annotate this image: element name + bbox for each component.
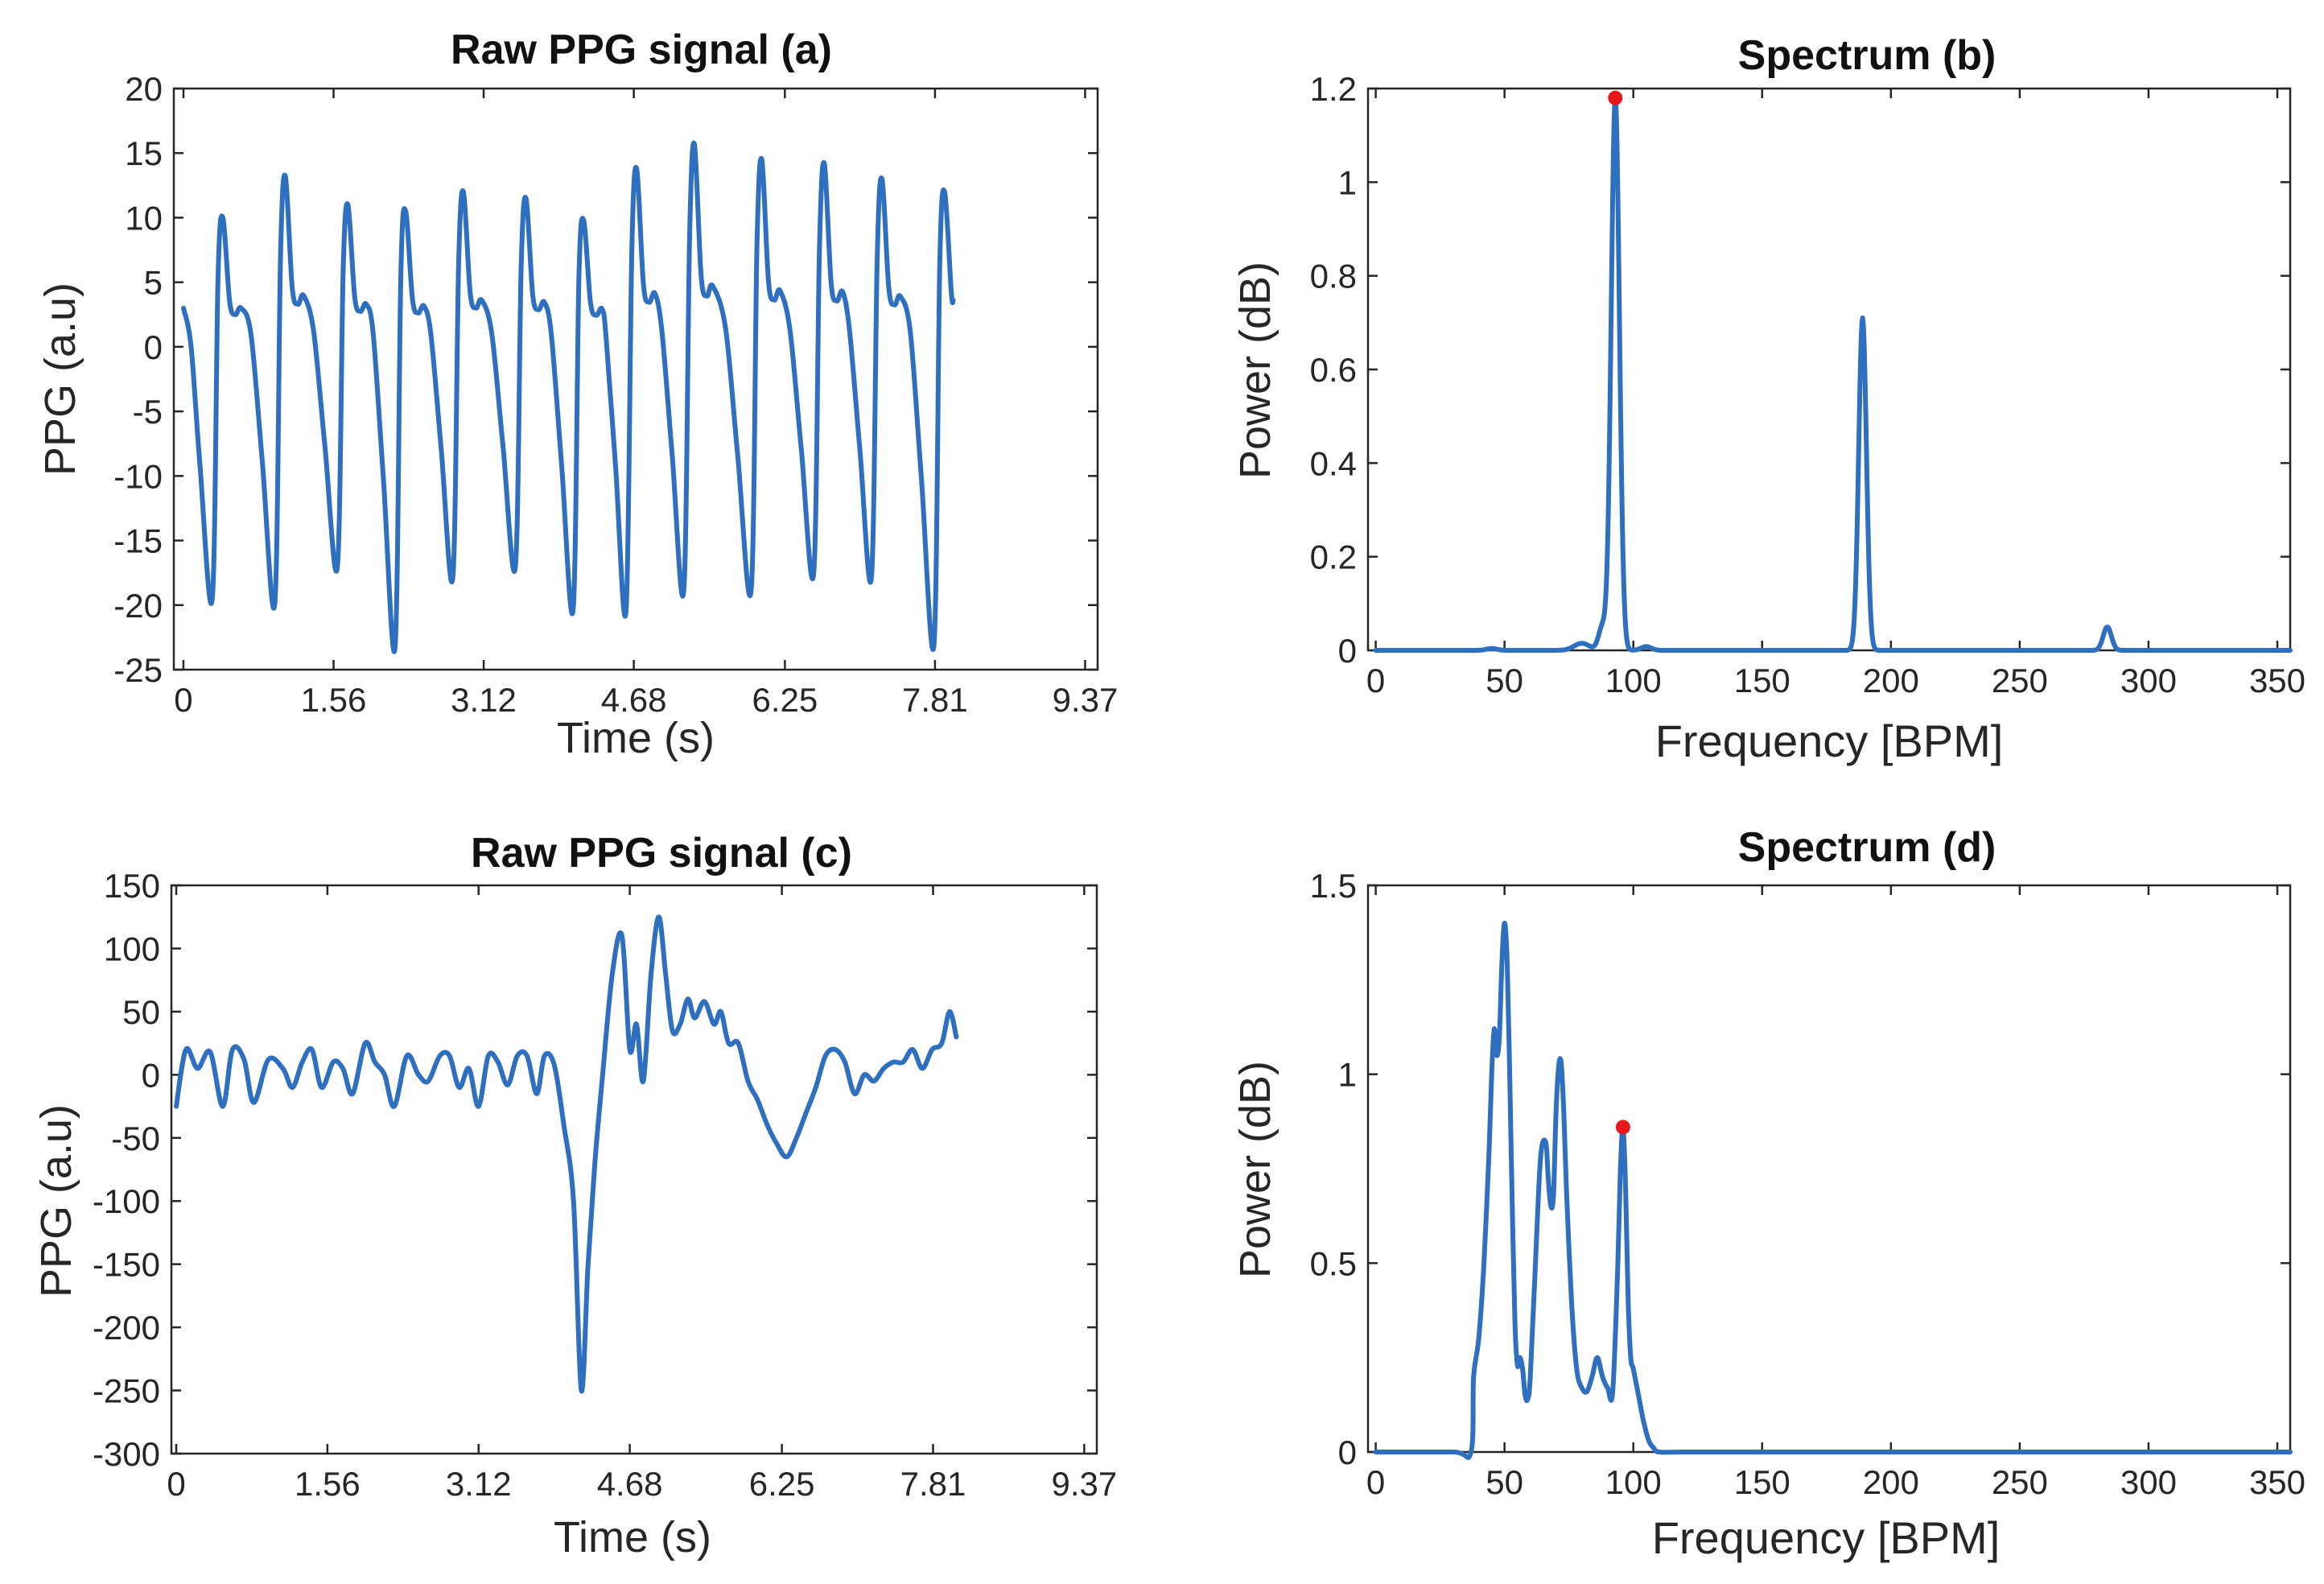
panel-b-xtick-label: 200: [1863, 662, 1919, 699]
panel-a-xtick-label: 1.56: [301, 681, 367, 719]
panel-a-title: Raw PPG signal (a): [451, 27, 832, 73]
panel-a-y-ticks: -25 -20 -15 -10 -5 0 5 10 15 20: [113, 70, 1098, 689]
panel-a-xtick-label: 4.68: [601, 681, 667, 719]
panel-d-ytick-label: 0: [1338, 1433, 1357, 1471]
panel-a-ytick-label: 5: [144, 264, 163, 302]
panel-c: Raw PPG signal (c) -300-250-200-150-100-…: [32, 830, 1117, 1561]
panel-d-x-ticks: 0 50 100 150 200 250 300 350: [1366, 885, 2305, 1501]
panel-d-xtick-label: 100: [1605, 1463, 1662, 1501]
panel-c-xtick-label: 0: [167, 1465, 185, 1503]
panel-c-ytick-label: -200: [93, 1309, 160, 1347]
panel-a-xtick-label: 6.25: [752, 681, 818, 719]
panel-c-ytick-label: -100: [93, 1182, 160, 1220]
panel-c-y-ticks: -300 -250 -200 -150 -100 -50 0 50 100 150: [93, 867, 1097, 1473]
panel-b-y-ticks: 0 0.2 0.4 0.6 0.8 1 1.2: [1310, 70, 2290, 670]
panel-b-peak-marker: [1608, 90, 1623, 105]
panel-c-xtick-label: 3.12: [446, 1465, 512, 1503]
panel-d: Spectrum (d) 0 0.5 1 1.5 0 50 100 150 200 250 300…: [1231, 824, 2305, 1563]
panel-b-ytick-label: 0.4: [1310, 444, 1357, 482]
panel-a-ytick-label: -20: [113, 587, 163, 625]
panel-d-xtick-label: 200: [1863, 1463, 1919, 1501]
panel-b-x-axis-label: Frequency [BPM]: [1655, 716, 2004, 766]
panel-a-ytick-label: -25: [113, 651, 163, 689]
panel-a-y-axis-label: PPG (a.u): [36, 283, 84, 476]
panel-c-x-ticks: 0 1.56 3.12 4.68 6.25 7.81 9.37: [167, 885, 1117, 1503]
panel-c-xtick-label: 4.68: [597, 1465, 663, 1503]
panel-d-xtick-label: 50: [1485, 1463, 1523, 1501]
panel-d-ytick-label: 0.5: [1310, 1244, 1357, 1282]
panel-d-y-ticks: 0 0.5 1 1.5: [1310, 867, 2290, 1471]
panel-c-title: Raw PPG signal (c): [471, 830, 852, 877]
panel-b-title: Spectrum (b): [1738, 32, 1996, 79]
panel-d-y-axis-label: Power (dB): [1231, 1061, 1279, 1278]
panel-b-xtick-label: 250: [1992, 662, 2048, 699]
panel-c-x-axis-label: Time (s): [554, 1513, 711, 1561]
panel-a-plot-frame: [172, 87, 1099, 671]
panel-c-y-axis-label: PPG (a.u): [32, 1104, 80, 1297]
panel-a: Raw PPG signal (a) -25 -20 -15 -10 -5 0 5 10 15 2…: [36, 27, 1118, 762]
panel-a-ytick-label: -10: [113, 457, 163, 495]
panel-b-xtick-label: 350: [2249, 662, 2305, 699]
panel-d-xtick-label: 300: [2120, 1463, 2177, 1501]
panel-b-spectrum-trace: [1373, 95, 2293, 653]
panel-d-xtick-label: 250: [1992, 1463, 2048, 1501]
panel-b-xtick-label: 0: [1366, 662, 1385, 699]
panel-b-ytick-label: 0.2: [1310, 538, 1357, 576]
panel-c-ytick-label: 100: [104, 930, 160, 967]
panel-a-ytick-label: -5: [133, 393, 163, 431]
panel-b-ytick-label: 0.8: [1310, 258, 1357, 295]
panel-c-ppg-trace: [174, 914, 959, 1394]
panel-d-xtick-label: 0: [1366, 1463, 1385, 1501]
panel-b-xtick-label: 100: [1605, 662, 1662, 699]
panel-a-ytick-label: 20: [125, 70, 163, 108]
panel-b-ytick-label: 0.6: [1310, 351, 1357, 389]
panel-c-ytick-label: -250: [93, 1372, 160, 1410]
panel-c-ytick-label: 50: [122, 993, 160, 1031]
panel-b-ytick-label: 1: [1338, 163, 1357, 201]
panel-c-ytick-label: -300: [93, 1435, 160, 1473]
panel-c-xtick-label: 1.56: [295, 1465, 361, 1503]
panel-b: Spectrum (b) 0 0.2 0.4 0.6 0.8 1 1.2 0 50 100 150…: [1231, 32, 2305, 766]
panel-d-ytick-label: 1: [1338, 1056, 1357, 1094]
panel-d-xtick-label: 350: [2249, 1463, 2305, 1501]
panel-c-xtick-label: 7.81: [900, 1465, 966, 1503]
panel-b-x-ticks: 0 50 100 150 200 250 300 350: [1366, 89, 2305, 699]
panel-c-ytick-label: 150: [104, 867, 160, 905]
panel-a-x-ticks: 0 1.56 3.12 4.68 6.25 7.81 9.37: [174, 89, 1118, 719]
panel-a-ytick-label: -15: [113, 522, 163, 560]
panel-b-plot-frame: [1366, 87, 2292, 652]
panel-a-ppg-trace: [181, 140, 956, 654]
panel-c-ytick-label: 0: [142, 1056, 160, 1094]
panel-b-ytick-label: 1.2: [1310, 70, 1357, 108]
panel-b-y-axis-label: Power (dB): [1231, 262, 1279, 479]
panel-c-plot-frame: [170, 884, 1098, 1455]
panel-a-ytick-label: 15: [125, 134, 163, 172]
panel-a-ytick-label: 10: [125, 199, 163, 237]
panel-a-xtick-label: 3.12: [451, 681, 517, 719]
panel-b-xtick-label: 50: [1485, 662, 1523, 699]
panel-c-ytick-label: -50: [111, 1120, 160, 1157]
panel-d-title: Spectrum (d): [1738, 824, 1996, 871]
panel-b-ytick-label: 0: [1338, 632, 1357, 670]
panel-a-ytick-label: 0: [144, 328, 163, 366]
panel-c-xtick-label: 9.37: [1051, 1465, 1117, 1503]
panel-b-xtick-label: 300: [2120, 662, 2177, 699]
panel-a-xtick-label: 0: [174, 681, 192, 719]
panel-a-x-axis-label: Time (s): [557, 714, 715, 762]
panel-d-xtick-label: 150: [1734, 1463, 1790, 1501]
panel-b-xtick-label: 150: [1734, 662, 1790, 699]
panel-c-ytick-label: -150: [93, 1246, 160, 1284]
panel-a-xtick-label: 7.81: [902, 681, 968, 719]
panel-d-x-axis-label: Frequency [BPM]: [1652, 1512, 2001, 1563]
panel-d-peak-marker: [1615, 1120, 1630, 1135]
panel-c-xtick-label: 6.25: [749, 1465, 815, 1503]
panel-d-spectrum-trace: [1373, 920, 2293, 1460]
panel-a-xtick-label: 9.37: [1053, 681, 1119, 719]
panel-d-ytick-label: 1.5: [1310, 867, 1357, 905]
